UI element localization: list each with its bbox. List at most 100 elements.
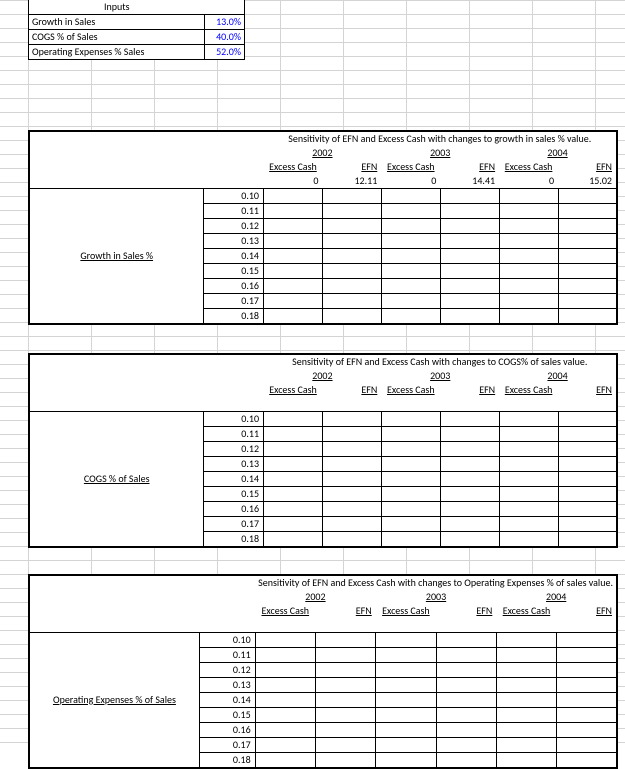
data-cell[interactable] — [440, 486, 499, 501]
data-cell[interactable] — [264, 501, 323, 516]
data-cell[interactable] — [499, 294, 558, 309]
data-cell[interactable] — [322, 294, 381, 309]
data-cell[interactable] — [315, 677, 375, 692]
data-cell[interactable] — [323, 501, 382, 516]
data-cell[interactable] — [499, 234, 558, 249]
data-cell[interactable] — [440, 294, 499, 309]
data-cell[interactable] — [322, 204, 381, 219]
data-cell[interactable] — [557, 707, 617, 722]
data-cell[interactable] — [499, 486, 558, 501]
data-cell[interactable] — [558, 411, 617, 426]
data-cell[interactable] — [263, 309, 322, 325]
data-cell[interactable] — [440, 249, 499, 264]
data-cell[interactable] — [557, 662, 617, 677]
data-cell[interactable] — [440, 411, 499, 426]
data-cell[interactable]: 0 — [381, 174, 440, 189]
data-cell[interactable] — [255, 707, 315, 722]
data-cell[interactable] — [381, 279, 440, 294]
data-cell[interactable] — [376, 618, 436, 632]
row-value[interactable]: 0.13 — [204, 234, 264, 249]
data-cell[interactable] — [322, 279, 381, 294]
data-cell[interactable] — [496, 677, 556, 692]
data-cell[interactable] — [558, 471, 617, 486]
data-cell[interactable] — [255, 752, 315, 768]
data-cell[interactable] — [315, 662, 375, 677]
data-cell[interactable] — [496, 662, 556, 677]
data-cell[interactable] — [264, 456, 323, 471]
data-cell[interactable] — [558, 294, 617, 309]
data-cell[interactable] — [499, 309, 558, 325]
data-cell[interactable] — [440, 279, 499, 294]
data-cell[interactable] — [436, 632, 496, 647]
data-cell[interactable] — [376, 662, 436, 677]
data-cell[interactable] — [436, 722, 496, 737]
data-cell[interactable] — [499, 501, 558, 516]
row-value[interactable]: 0.16 — [199, 722, 255, 737]
data-cell[interactable] — [436, 737, 496, 752]
data-cell[interactable] — [322, 264, 381, 279]
data-cell[interactable] — [381, 501, 440, 516]
data-cell[interactable] — [263, 204, 322, 219]
data-cell[interactable] — [436, 707, 496, 722]
data-cell[interactable] — [499, 411, 558, 426]
row-value[interactable]: 0.14 — [204, 471, 264, 486]
row-value[interactable]: 0.17 — [204, 294, 264, 309]
row-value[interactable]: 0.10 — [199, 632, 255, 647]
row-value[interactable]: 0.14 — [204, 249, 264, 264]
data-cell[interactable] — [263, 279, 322, 294]
data-cell[interactable] — [264, 397, 323, 411]
data-cell[interactable] — [323, 441, 382, 456]
data-cell[interactable] — [315, 722, 375, 737]
data-cell[interactable] — [376, 707, 436, 722]
row-value[interactable]: 0.15 — [204, 264, 264, 279]
data-cell[interactable] — [499, 531, 558, 547]
data-cell[interactable] — [440, 501, 499, 516]
data-cell[interactable] — [557, 722, 617, 737]
data-cell[interactable] — [255, 662, 315, 677]
data-cell[interactable] — [381, 411, 440, 426]
data-cell[interactable] — [322, 189, 381, 204]
data-cell[interactable] — [557, 752, 617, 768]
data-cell[interactable] — [381, 249, 440, 264]
data-cell[interactable] — [496, 722, 556, 737]
data-cell[interactable] — [381, 531, 440, 547]
data-cell[interactable] — [264, 471, 323, 486]
data-cell[interactable] — [381, 309, 440, 325]
row-value[interactable]: 0.14 — [199, 692, 255, 707]
data-cell[interactable] — [322, 309, 381, 325]
data-cell[interactable] — [376, 722, 436, 737]
data-cell[interactable] — [440, 264, 499, 279]
row-value[interactable]: 0.11 — [204, 426, 264, 441]
data-cell[interactable] — [381, 486, 440, 501]
data-cell[interactable] — [381, 189, 440, 204]
data-cell[interactable] — [381, 516, 440, 531]
row-value[interactable]: 0.18 — [204, 309, 264, 325]
data-cell[interactable] — [381, 456, 440, 471]
data-cell[interactable] — [496, 752, 556, 768]
data-cell[interactable] — [381, 294, 440, 309]
data-cell[interactable]: 0 — [499, 174, 558, 189]
data-cell[interactable] — [499, 471, 558, 486]
data-cell[interactable] — [264, 531, 323, 547]
data-cell[interactable] — [440, 426, 499, 441]
data-cell[interactable] — [499, 516, 558, 531]
data-cell[interactable] — [496, 618, 556, 632]
data-cell[interactable] — [496, 707, 556, 722]
data-cell[interactable] — [255, 692, 315, 707]
data-cell[interactable] — [381, 471, 440, 486]
data-cell[interactable] — [557, 692, 617, 707]
data-cell[interactable] — [315, 618, 375, 632]
row-value[interactable]: 0.15 — [199, 707, 255, 722]
data-cell[interactable] — [264, 426, 323, 441]
data-cell[interactable] — [558, 516, 617, 531]
data-cell[interactable] — [322, 249, 381, 264]
data-cell[interactable] — [264, 441, 323, 456]
data-cell[interactable] — [499, 441, 558, 456]
row-value[interactable]: 0.17 — [199, 737, 255, 752]
data-cell[interactable] — [558, 279, 617, 294]
data-cell[interactable] — [436, 662, 496, 677]
data-cell[interactable] — [440, 189, 499, 204]
data-cell[interactable] — [499, 279, 558, 294]
data-cell[interactable] — [557, 647, 617, 662]
data-cell[interactable] — [496, 632, 556, 647]
